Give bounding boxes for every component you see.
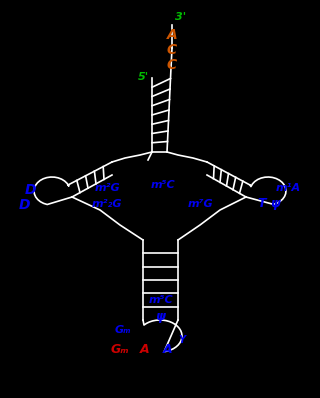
Text: D: D [18,198,30,212]
Text: C: C [167,43,177,57]
Text: m⁵C: m⁵C [151,180,175,190]
Text: A: A [167,28,177,42]
Text: A: A [140,343,150,356]
Text: 5': 5' [138,72,149,82]
Text: m¹A: m¹A [276,183,301,193]
Text: Gₘ: Gₘ [111,343,129,356]
Text: m²G: m²G [94,183,120,193]
Text: m²₂G: m²₂G [92,199,122,209]
Text: m⁷G: m⁷G [187,199,213,209]
Text: T ψ: T ψ [258,197,281,210]
Text: A: A [163,343,173,356]
Text: 3': 3' [175,12,186,22]
Text: Y: Y [179,335,186,345]
Text: Gₘ: Gₘ [115,325,131,335]
Text: ψ: ψ [155,310,165,323]
Text: m⁵C: m⁵C [149,295,173,305]
Text: C: C [167,58,177,72]
Text: D: D [24,183,36,197]
